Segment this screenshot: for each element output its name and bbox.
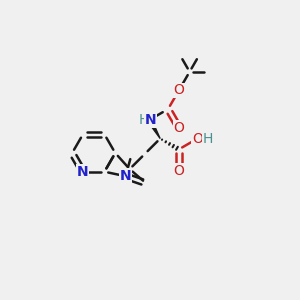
Polygon shape (147, 119, 160, 139)
Text: N: N (77, 165, 89, 179)
Text: O: O (173, 164, 184, 178)
Text: O: O (173, 83, 184, 98)
Text: N: N (120, 169, 131, 183)
Text: H: H (203, 132, 214, 145)
Text: O: O (173, 121, 184, 135)
Text: H: H (139, 113, 149, 127)
Text: O: O (192, 132, 203, 145)
Text: N: N (145, 113, 157, 127)
